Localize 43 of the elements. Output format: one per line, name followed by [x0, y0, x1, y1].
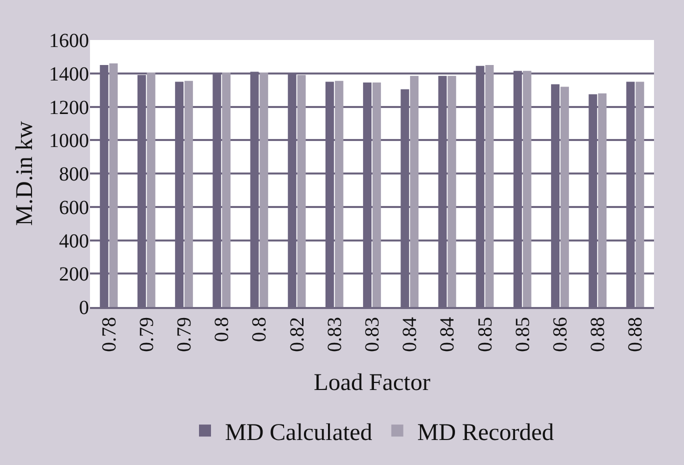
legend-label: MD Recorded [417, 420, 554, 446]
bar [334, 80, 344, 307]
bar [410, 76, 419, 307]
x-tick-label: 0.84 [436, 317, 459, 352]
x-tick-label: 0.83 [324, 317, 346, 352]
y-tick-label: 200 [59, 264, 89, 286]
x-tick-label: 0.86 [550, 317, 572, 352]
x-tick-label: 0.78 [98, 317, 120, 352]
bar [598, 93, 607, 307]
bar [560, 86, 569, 307]
x-tick-label: 0.83 [362, 317, 384, 352]
bar [636, 82, 644, 307]
y-tick-label: 800 [59, 164, 89, 186]
bar [485, 65, 494, 307]
y-tick-label: 400 [59, 230, 89, 252]
x-tick-label: 0.85 [474, 317, 496, 352]
x-tick-label: 0.8 [248, 317, 271, 342]
bar [146, 72, 156, 307]
bar [222, 72, 231, 307]
x-axis-title: Load Factor [314, 370, 430, 396]
x-tick-label: 0.85 [512, 317, 534, 352]
x-tick-label: 0.84 [399, 317, 422, 352]
bar [260, 72, 268, 307]
bar [109, 63, 118, 307]
bar [184, 80, 193, 307]
y-tick-label: 1200 [49, 96, 89, 119]
x-tick-label: 0.79 [174, 317, 196, 352]
x-tick-label: 0.8 [211, 317, 234, 342]
y-tick-label: 1600 [49, 30, 89, 52]
bar [372, 82, 381, 307]
x-tick-label: 0.79 [136, 317, 158, 352]
y-tick-label: 0 [79, 297, 89, 319]
y-tick-label: 600 [59, 196, 89, 219]
bar [297, 75, 306, 307]
y-tick-label: 1400 [49, 63, 89, 86]
x-tick-label: 0.88 [587, 317, 610, 352]
bar [448, 76, 456, 307]
bar [522, 70, 532, 307]
x-tick-label: 0.82 [286, 317, 308, 352]
x-tick-label: 0.88 [624, 317, 647, 352]
y-axis-title: M.D.in kw [12, 120, 38, 226]
legend-label: MD Calculated [225, 420, 372, 446]
y-tick-label: 1000 [49, 130, 89, 152]
